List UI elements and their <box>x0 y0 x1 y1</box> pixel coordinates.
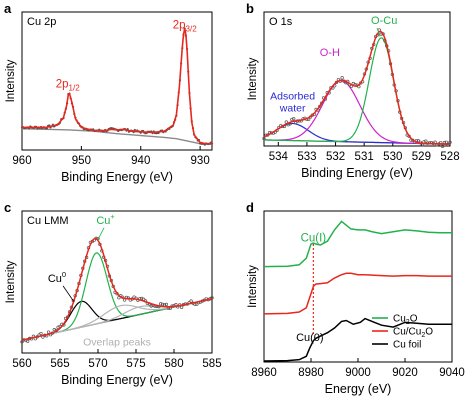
label-o-cu: O-Cu <box>371 15 397 27</box>
series-cu-cu2o <box>263 272 452 315</box>
panel-letter-d: d <box>246 200 254 215</box>
y-axis-label: Intensity <box>247 57 259 100</box>
plot-frame <box>21 11 213 151</box>
label-cu-i: Cu(I) <box>301 233 327 245</box>
plot-frame <box>21 210 213 354</box>
x-tick-label: 585 <box>202 358 221 370</box>
x-tick-label: 940 <box>131 155 150 167</box>
series-fit <box>22 28 212 145</box>
pointer-cu-zero <box>62 285 75 302</box>
x-tick-label: 528 <box>440 151 459 163</box>
x-tick-label: 530 <box>383 151 402 163</box>
data-point <box>26 339 30 343</box>
x-tick-label: 565 <box>50 358 69 370</box>
peak-label: 2p3/2 <box>173 19 197 33</box>
data-point <box>424 139 428 143</box>
x-axis-label: Binding Energy (eV) <box>61 170 173 184</box>
data-point <box>189 299 193 303</box>
panel-title: Cu LMM <box>27 215 69 227</box>
data-point <box>117 296 121 300</box>
plot-frame <box>263 210 453 363</box>
legend-label: Cu foil <box>393 340 421 351</box>
panel-c: 560 565 570 575 580 585 Binding Energy (eV) Int… <box>5 210 222 387</box>
x-tick-label: 580 <box>164 358 183 370</box>
data-point <box>290 117 294 122</box>
legend-label: Cu2O <box>393 314 418 327</box>
x-tick-label: 529 <box>412 151 431 163</box>
x-tick-label: 8960 <box>251 367 277 379</box>
y-axis-label: Intensity <box>247 265 259 308</box>
x-tick-label: 570 <box>88 358 107 370</box>
label-cu-zero: Cu0 <box>48 270 66 285</box>
data-point <box>160 302 165 307</box>
series-envelope <box>21 237 213 341</box>
x-tick-label: 533 <box>297 151 316 163</box>
panel-title: O 1s <box>269 16 293 28</box>
panel-letter-c: c <box>4 200 11 215</box>
series-component-Cu+ <box>21 252 213 341</box>
data-point <box>39 331 43 336</box>
peak-label: 2p1/2 <box>56 78 80 92</box>
x-tick-label: 950 <box>72 155 91 167</box>
series-component-OH <box>263 80 451 145</box>
x-axis-label: Binding Energy (eV) <box>61 373 173 387</box>
series-cu2o <box>263 220 452 268</box>
data-point <box>159 302 163 306</box>
label-o-h: O-H <box>320 47 340 59</box>
x-tick-label: 960 <box>12 155 31 167</box>
x-tick-label: 9020 <box>392 367 418 379</box>
x-tick-label: 8980 <box>298 367 324 379</box>
x-tick-label: 531 <box>355 151 374 163</box>
series-envelope <box>263 30 451 145</box>
legend-label: Cu/Cu2O <box>393 327 433 340</box>
label-cu-plus: Cu+ <box>96 212 115 227</box>
series-data-points <box>20 236 214 344</box>
x-tick-label: 575 <box>126 358 145 370</box>
label-adsorbed-water-1: Adsorbed <box>270 91 315 103</box>
data-point <box>164 302 169 307</box>
series-background <box>21 127 213 146</box>
series-cu-foil <box>263 317 452 362</box>
panel-d: 8960 8980 9000 9020 9040 Energy (eV) Intensity… <box>247 210 465 396</box>
x-tick-label: 9000 <box>345 367 371 379</box>
x-tick-label: 9040 <box>439 367 465 379</box>
data-point <box>340 76 344 80</box>
panel-letter-a: a <box>4 1 12 16</box>
series-data-points <box>20 27 214 146</box>
x-tick-label: 534 <box>269 151 289 163</box>
label-cu-0: Cu(0) <box>296 332 324 344</box>
label-adsorbed-water-2: water <box>279 103 306 115</box>
panel-title: Cu 2p <box>27 16 56 28</box>
x-tick-label: 930 <box>191 155 210 167</box>
x-axis-label: Energy (eV) <box>325 382 392 396</box>
y-axis-label: Intensity <box>5 59 17 102</box>
x-tick-label: 560 <box>12 358 31 370</box>
panel-b: 534 533 532 531 530 529 528 Binding Energy (eV)… <box>247 11 460 180</box>
data-point <box>179 305 184 310</box>
data-point <box>195 302 199 306</box>
data-point <box>262 136 266 141</box>
plot-frame <box>263 11 451 147</box>
label-overlap-peaks: Overlap peaks <box>83 336 151 348</box>
x-tick-label: 532 <box>326 151 345 163</box>
data-point <box>310 113 315 117</box>
pointer-cu-plus <box>97 227 105 240</box>
data-point <box>20 340 24 344</box>
y-axis-label: Intensity <box>5 260 17 303</box>
panel-a: 960 950 940 930 Binding Energy (eV) Intensity… <box>5 11 214 184</box>
data-point <box>440 144 445 148</box>
data-point <box>292 117 296 121</box>
x-axis-label: Binding Energy (eV) <box>301 166 413 180</box>
data-point <box>149 304 153 308</box>
pointer-o-cu <box>376 27 381 37</box>
panel-letter-b: b <box>246 1 254 16</box>
data-point <box>46 330 51 334</box>
